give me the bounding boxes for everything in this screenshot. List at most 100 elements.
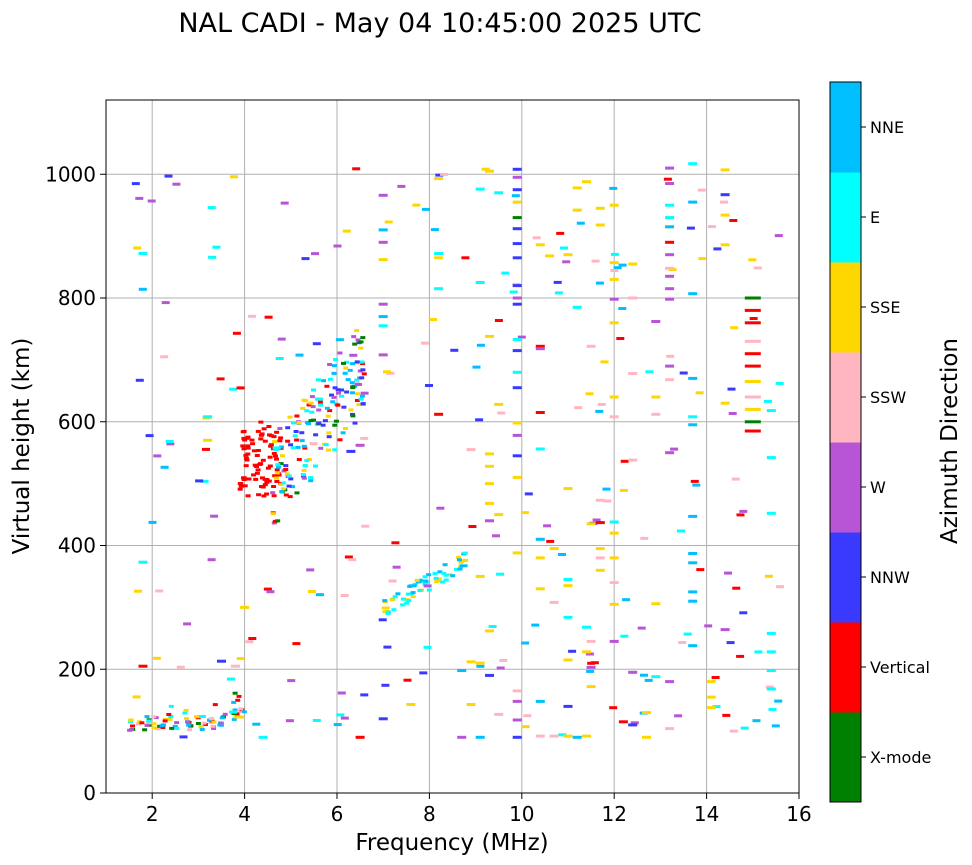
echo-point: [744, 364, 761, 368]
echo-mark: [408, 584, 417, 588]
echo-mark: [260, 476, 265, 480]
echo-mark: [267, 455, 273, 459]
echo-point: [512, 256, 522, 260]
echo-mark: [302, 446, 308, 450]
echo-mark: [288, 443, 294, 447]
echo-mark: [585, 392, 594, 396]
echo-mark: [290, 485, 295, 489]
echo-mark: [497, 411, 506, 415]
echo-point: [688, 162, 698, 166]
echo-mark: [335, 403, 341, 407]
echo-mark: [576, 221, 585, 225]
echo-point: [475, 661, 485, 665]
echo-mark: [332, 386, 338, 390]
echo-mark: [384, 220, 393, 224]
echo-point: [688, 644, 698, 648]
echo-mark: [275, 463, 281, 467]
colorbar-tick-label: SSE: [870, 298, 900, 317]
echo-mark: [342, 229, 351, 233]
echo-point: [744, 296, 761, 300]
echo-mark: [131, 182, 140, 186]
echo-mark: [442, 563, 448, 567]
echo-mark: [322, 419, 328, 423]
echo-mark: [299, 431, 305, 435]
echo-mark: [273, 448, 279, 452]
echo-mark: [207, 718, 212, 722]
echo-point: [545, 254, 554, 258]
colorbar-segment: [830, 442, 861, 533]
echo-mark: [543, 524, 552, 528]
echo-mark: [257, 463, 263, 466]
echo-point: [512, 175, 522, 179]
echo-mark: [521, 725, 530, 729]
echo-point: [688, 552, 698, 555]
echo-mark: [344, 360, 350, 364]
echo-mark: [433, 576, 439, 580]
colorbar-tick-label: X-mode: [870, 748, 931, 767]
echo-mark: [187, 728, 192, 732]
echo-mark: [299, 439, 305, 443]
echo-mark: [774, 234, 783, 238]
echo-mark: [410, 595, 416, 599]
echo-mark: [272, 446, 281, 450]
echo-point: [665, 378, 675, 382]
echo-mark: [262, 439, 268, 443]
echo-mark: [350, 386, 356, 390]
echo-mark: [360, 402, 366, 406]
echo-mark: [243, 456, 249, 460]
echo-point: [744, 380, 761, 383]
echo-point: [766, 669, 776, 672]
echo-point: [475, 735, 485, 739]
echo-mark: [342, 371, 348, 375]
echo-mark: [273, 454, 278, 458]
echo-point: [609, 261, 619, 265]
echo-point: [688, 599, 698, 603]
echo-mark: [304, 459, 310, 463]
echo-point: [138, 664, 148, 668]
echo-mark: [323, 443, 329, 447]
echo-mark: [600, 360, 609, 364]
echo-mark: [341, 405, 347, 409]
echo-mark: [241, 436, 247, 440]
echo-mark: [463, 558, 469, 562]
echo-point: [466, 703, 476, 706]
echo-point: [457, 735, 467, 739]
echo-point: [706, 680, 716, 684]
echo-mark: [382, 610, 388, 614]
echo-mark: [429, 318, 437, 321]
echo-mark: [274, 480, 280, 483]
echo-point: [512, 349, 522, 353]
echo-mark: [245, 452, 251, 456]
echo-mark: [325, 414, 331, 418]
echo-mark: [218, 721, 224, 725]
echo-point: [378, 315, 388, 319]
echo-mark: [352, 421, 358, 425]
echo-mark: [271, 485, 277, 488]
echo-mark: [740, 726, 749, 730]
echo-mark: [212, 703, 218, 707]
echo-mark: [254, 465, 259, 468]
echo-mark: [296, 421, 302, 425]
echo-mark: [208, 255, 217, 259]
echo-mark: [209, 717, 215, 721]
echo-mark: [546, 539, 555, 543]
echo-mark: [481, 167, 490, 171]
echo-mark: [306, 568, 315, 572]
echo-mark: [494, 319, 503, 322]
echo-mark: [697, 188, 706, 192]
echo-mark: [274, 471, 280, 475]
echo-mark: [354, 399, 360, 402]
echo-mark: [341, 361, 346, 365]
echo-mark: [315, 593, 324, 597]
echo-mark: [430, 228, 439, 232]
echo-mark: [236, 694, 242, 698]
echo-point: [651, 412, 661, 416]
echo-mark: [360, 391, 369, 395]
echo-point: [766, 409, 776, 413]
echo-mark: [271, 521, 277, 525]
echo-point: [535, 447, 545, 451]
echo-mark: [332, 448, 338, 452]
colorbar-segment: [830, 82, 861, 173]
echo-point: [688, 292, 698, 296]
echo-mark: [145, 434, 154, 438]
